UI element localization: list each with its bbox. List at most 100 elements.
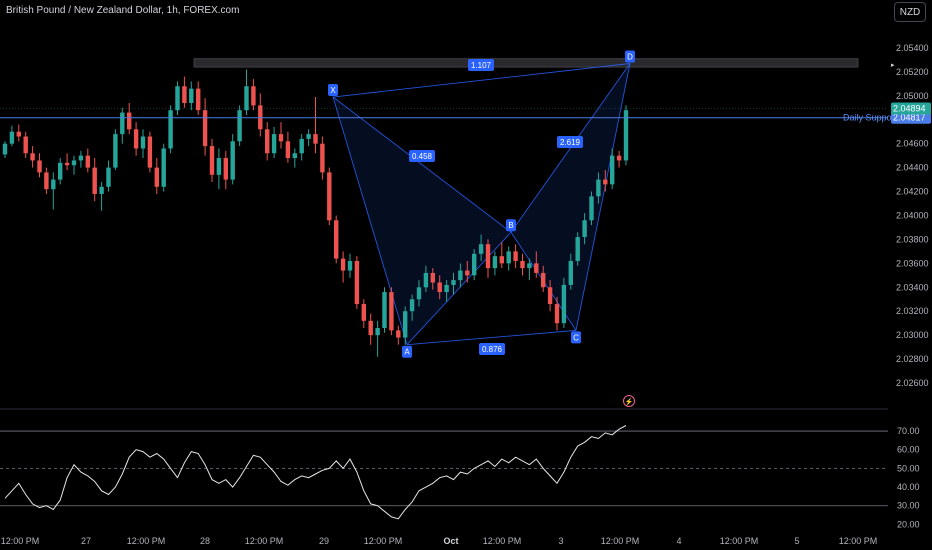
candle-body [120, 112, 125, 135]
time-tick-label: 28 [200, 536, 210, 546]
candle-body [327, 172, 332, 221]
candle-body [244, 86, 249, 111]
pattern-point-d [625, 50, 635, 63]
support-price-text: 2.04817 [893, 113, 926, 123]
current-price-text: 2.04894 [893, 104, 926, 114]
candle-body [554, 304, 560, 324]
candle [534, 251, 539, 278]
candle-body [299, 138, 304, 154]
candle [299, 134, 304, 161]
candle-body [527, 263, 532, 269]
rsi-tick-label: 60.00 [897, 445, 920, 455]
lightning-icon [623, 395, 635, 407]
candle [271, 126, 277, 159]
candle [78, 150, 84, 168]
candle-body [71, 160, 77, 166]
candle [244, 69, 249, 115]
candle [209, 138, 215, 182]
candle-body [437, 282, 442, 293]
candle-body [9, 131, 15, 144]
candle-body [561, 284, 567, 324]
candle [51, 172, 56, 210]
candle-body [85, 155, 90, 168]
price-tick-label: 2.02800 [896, 354, 929, 364]
time-tick-label: 12:00 PM [720, 536, 759, 546]
candle-body [416, 287, 422, 300]
candle [334, 215, 339, 264]
candle [30, 146, 35, 168]
candle [147, 131, 153, 173]
time-tick-label: 3 [558, 536, 563, 546]
current-price-badge [891, 102, 931, 115]
candle-body [575, 237, 580, 261]
candle-body [189, 88, 194, 103]
candle-body [610, 155, 615, 185]
candle [340, 251, 346, 283]
candle [189, 81, 194, 111]
candle-body [154, 167, 159, 187]
price-tick-label: 2.03400 [896, 282, 929, 292]
time-tick-label: 29 [319, 536, 329, 546]
candle [196, 81, 201, 115]
candle-body [133, 129, 139, 149]
ratio-label: 0.458 [412, 152, 433, 161]
candle-body [196, 88, 201, 111]
candle [216, 148, 222, 190]
rsi-tick-label: 20.00 [897, 519, 920, 529]
pattern-leg [406, 231, 512, 346]
time-tick-label: 12:00 PM [483, 536, 522, 546]
candle [465, 260, 470, 283]
candle-body [403, 311, 408, 338]
candle [472, 249, 477, 281]
candle [16, 124, 21, 142]
pattern-leg [575, 63, 631, 331]
pattern-leg [332, 96, 408, 345]
price-tick-label: 2.02600 [896, 378, 929, 388]
candle [623, 105, 629, 166]
candle-body [623, 110, 629, 161]
candle-body [547, 287, 553, 305]
rsi-line [4, 425, 627, 520]
candle [361, 299, 366, 328]
time-tick-label: 12:00 PM [127, 536, 166, 546]
candle-body [520, 260, 525, 269]
candle [320, 136, 325, 180]
candle-body [285, 141, 291, 159]
pattern-point-label: C [573, 333, 579, 342]
candle-body [278, 134, 284, 142]
price-tick-label: 2.05200 [896, 67, 929, 77]
rsi-tick-label: 30.00 [897, 501, 920, 511]
candle [610, 148, 615, 190]
candle [492, 251, 498, 276]
candle-body [265, 129, 270, 154]
price-tick-label: 2.04200 [896, 187, 929, 197]
candle [347, 253, 353, 278]
candle [133, 122, 139, 156]
price-tick-label: 2.03000 [896, 330, 929, 340]
candle-body [237, 110, 242, 142]
support-label: Daily Support [843, 113, 898, 123]
currency-button[interactable]: NZD [894, 2, 926, 22]
candle-body [271, 134, 277, 154]
candle-body [202, 110, 208, 147]
price-tick-label: 2.03600 [896, 258, 929, 268]
scale-marker-icon: ▸ [891, 62, 895, 69]
candle [92, 158, 97, 202]
candle [396, 325, 401, 345]
candle [568, 253, 573, 290]
candle-body [37, 160, 42, 173]
candle-body [78, 155, 84, 161]
candle-body [596, 179, 601, 197]
pattern-point-label: D [627, 53, 633, 62]
candle [140, 129, 146, 159]
price-tick-label: 2.03800 [896, 234, 929, 244]
candle [506, 246, 511, 271]
candle-body [182, 86, 187, 103]
candle [306, 129, 311, 147]
candle-body [64, 162, 70, 166]
candle-body [2, 143, 8, 155]
time-tick-label: 12:00 PM [364, 536, 403, 546]
candle [161, 143, 166, 192]
candle [368, 313, 373, 345]
